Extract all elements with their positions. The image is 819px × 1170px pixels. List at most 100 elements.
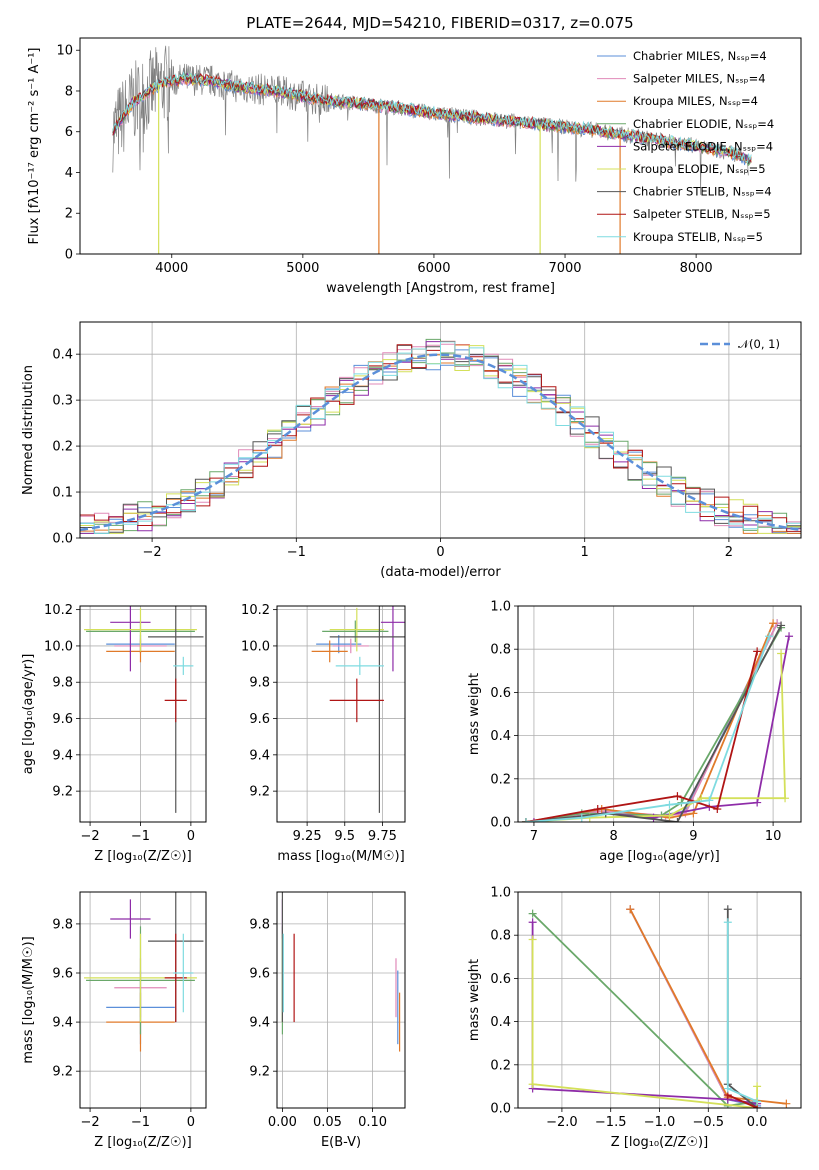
y-tick-label: 9.4	[249, 1016, 270, 1031]
y-tick-label: 0.8	[490, 929, 511, 944]
series-line	[525, 653, 787, 822]
panel-massweight_vs_Z: −2.0 −1.5 −1.0 −0.5 0.0 0.0 0.2 0.4 0.6 0.8 1.0 Z […	[467, 886, 802, 1150]
data-point	[521, 818, 530, 822]
y-tick-label: 0.3	[52, 394, 73, 409]
legend-label: Kroupa ELODIE, Nₛₛₚ=5	[633, 162, 766, 176]
y-tick-label: 9.2	[249, 785, 270, 800]
error-bars	[281, 892, 401, 1052]
series-line	[629, 908, 758, 1105]
panel-mass_vs_Z: −2 −1 0 9.2 9.4 9.6 9.8 Z [log₁₀(Z/Z☉)] mass [lo…	[21, 891, 207, 1150]
axes-frame	[276, 891, 406, 1109]
data-point	[723, 918, 732, 927]
data-point	[577, 813, 586, 822]
y-axis-label: mass weight	[467, 673, 482, 755]
x-tick-label: 5000	[286, 261, 319, 276]
x-tick-label: 0	[187, 1115, 195, 1130]
histogram-step	[80, 341, 801, 534]
panel-spectrum: 4000 5000 6000 7000 8000 0 2 4 6 8 10 wavelength [A…	[27, 37, 802, 296]
x-tick-label: −1	[287, 545, 306, 560]
x-tick-label: 9	[689, 829, 697, 844]
x-tick-label: −2.0	[546, 1115, 578, 1130]
y-tick-label: 0.0	[490, 816, 511, 831]
x-tick-label: 0.05	[313, 1115, 342, 1130]
y-tick-label: 9.6	[52, 967, 73, 982]
y-axis-label: Normed distribution	[21, 365, 36, 495]
series-line	[629, 908, 758, 1107]
y-tick-label: 0.2	[52, 440, 73, 455]
y-axis-label: age [log₁₀(age/yr)]	[21, 654, 36, 775]
panel-mass_vs_EBV: 0.00 0.05 0.10 9.2 9.4 9.6 9.8 E(B-V)	[249, 891, 406, 1150]
plot-area	[277, 892, 405, 1108]
x-tick-label: 0.00	[268, 1115, 297, 1130]
data-point	[723, 1084, 732, 1093]
axes-frame	[79, 891, 207, 1109]
y-tick-label: 0.6	[490, 686, 511, 701]
legend: Chabrier MILES, Nₛₛₚ=4 Salpeter MILES, Nₛ…	[597, 49, 774, 244]
panel-age_vs_Z: −2 −1 0 9.2 9.4 9.6 9.8 10.0 10.2 Z [log₁₀(Z/Z☉)]…	[21, 603, 207, 864]
y-tick-label: 0.0	[490, 1102, 511, 1117]
normal-curve	[80, 353, 801, 532]
data-point	[753, 647, 762, 656]
y-tick-label: 9.4	[249, 748, 270, 763]
x-tick-label: 7	[530, 829, 538, 844]
x-axis-label: Z [log₁₀(Z/Z☉)]	[94, 1135, 191, 1150]
x-axis-label: age [log₁₀(age/yr)]	[599, 849, 720, 864]
data-point	[782, 1099, 791, 1108]
figure-title: PLATE=2644, MJD=54210, FIBERID=0317, z=0…	[246, 14, 633, 32]
plot-area	[80, 892, 206, 1108]
y-tick-label: 0.0	[52, 532, 73, 547]
data-point	[649, 813, 658, 822]
legend-label: Salpeter ELODIE, Nₛₛₚ=4	[633, 139, 773, 153]
plot-area	[80, 606, 206, 822]
x-axis-label: wavelength [Angstrom, rest frame]	[326, 281, 555, 296]
legend-label: Chabrier MILES, Nₛₛₚ=4	[633, 49, 767, 63]
x-tick-label: 1	[581, 545, 589, 560]
y-tick-label: 0.4	[52, 348, 73, 363]
error-bars	[84, 606, 204, 813]
x-tick-label: 9.75	[368, 829, 397, 844]
data-point	[665, 800, 674, 809]
y-tick-label: 9.6	[249, 967, 270, 982]
x-tick-label: 2	[725, 545, 733, 560]
y-tick-label: 9.6	[52, 712, 73, 727]
legend-label: Salpeter MILES, Nₛₛₚ=4	[633, 72, 766, 86]
y-tick-label: 0.1	[52, 486, 73, 501]
legend-label: Salpeter STELIB, Nₛₛₚ=5	[633, 207, 771, 221]
data-point	[753, 798, 762, 807]
weight-lines	[521, 619, 794, 822]
axes-frame	[79, 37, 802, 255]
legend: 𝒩(0, 1)	[700, 337, 780, 351]
data-point	[528, 1080, 537, 1089]
data-point	[705, 796, 714, 805]
legend-label: Kroupa MILES, Nₛₛₚ=4	[633, 94, 758, 108]
y-axis-label: Flux [fλ10⁻¹⁷ erg cm⁻² s⁻¹ A⁻¹]	[27, 48, 42, 245]
x-tick-label: 6000	[417, 261, 450, 276]
y-tick-label: 9.8	[249, 676, 270, 691]
legend-label: Kroupa STELIB, Nₛₛₚ=5	[633, 230, 763, 244]
data-point	[753, 1097, 762, 1106]
series-line	[531, 939, 758, 1108]
y-tick-label: 1.0	[490, 886, 511, 901]
data-point	[753, 1082, 762, 1091]
legend-label: Chabrier STELIB, Nₛₛₚ=4	[633, 185, 772, 199]
y-tick-label: 0.4	[490, 1015, 511, 1030]
x-tick-label: 0.0	[747, 1115, 768, 1130]
axes-frame	[276, 605, 406, 823]
weight-lines	[528, 905, 791, 1108]
x-tick-label: −2	[143, 545, 162, 560]
x-tick-label: 9.5	[334, 829, 355, 844]
x-axis-label: Z [log₁₀(Z/Z☉)]	[94, 849, 191, 864]
y-tick-label: 9.8	[52, 917, 73, 932]
data-point	[777, 649, 786, 658]
series-line	[525, 627, 782, 822]
series-line	[525, 635, 770, 822]
error-bars	[84, 892, 204, 1052]
panel-age_vs_mass: 9.25 9.5 9.75 9.2 9.4 9.6 9.8 10.0 10.2 mass [log…	[241, 603, 406, 864]
y-tick-label: 10.2	[241, 603, 270, 618]
data-point	[777, 621, 786, 630]
spectrum-lines	[112, 45, 752, 254]
x-tick-label: −1	[131, 1115, 150, 1130]
plot-area	[112, 45, 752, 254]
series-line	[531, 912, 758, 1107]
y-tick-label: 9.4	[52, 748, 73, 763]
